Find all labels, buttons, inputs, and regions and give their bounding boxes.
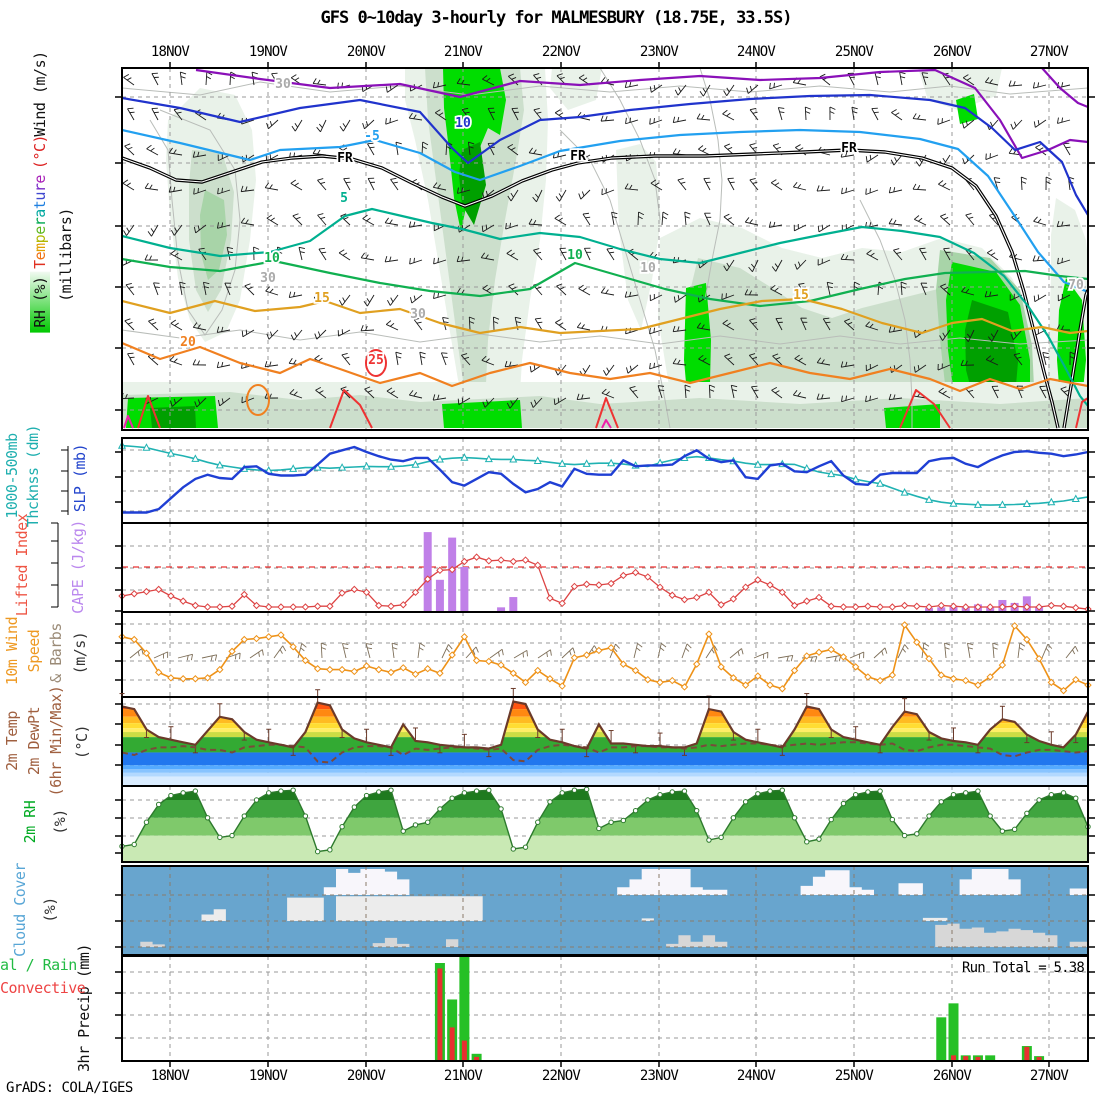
precip-legend-1: Convective — [0, 979, 86, 997]
precip-legend-0: al / Rain — [0, 956, 77, 974]
date-label-top: 19NOV — [248, 44, 288, 60]
date-label-top: 20NOV — [346, 44, 386, 60]
svg-text:FR: FR — [841, 141, 857, 156]
rainbow-letter: r — [31, 217, 49, 227]
date-label-top: 23NOV — [639, 44, 679, 60]
svg-text:30: 30 — [260, 271, 276, 286]
date-label-bottom: 18NOV — [150, 1068, 190, 1084]
rainbow-letter: e — [31, 175, 49, 184]
axis-title-3: RH (%) — [30, 271, 50, 333]
axis-title-9: CAPE (J/kg) — [69, 520, 87, 614]
axis-title-5: 1000-500mb — [3, 433, 21, 519]
axis-title-6: Thcknss (dm) — [24, 424, 42, 528]
svg-text:FR: FR — [337, 151, 353, 166]
rainbow-letter: p — [31, 234, 49, 244]
axis-title-4: (millibars) — [57, 208, 75, 302]
axis-title-20: Cloud Cover — [11, 863, 29, 957]
rainbow-letter: m — [31, 243, 49, 252]
svg-text:10: 10 — [640, 261, 656, 276]
date-label-bottom: 19NOV — [248, 1068, 288, 1084]
date-label-top: 25NOV — [834, 44, 874, 60]
date-label-bottom: 23NOV — [639, 1068, 679, 1084]
axis-title-0: Wind (m/s) — [31, 51, 49, 137]
svg-text:15: 15 — [314, 291, 330, 306]
svg-text:30: 30 — [275, 77, 291, 92]
axis-title-13: (m/s) — [71, 631, 89, 675]
svg-text:70: 70 — [1068, 278, 1084, 293]
rainbow-letter: a — [31, 209, 49, 218]
rainbow-letter: T — [31, 260, 49, 269]
axis-title-14: 2m Temp — [3, 711, 21, 771]
rainbow-letter: e — [31, 226, 49, 235]
svg-text:20: 20 — [180, 335, 196, 350]
date-label-bottom: 25NOV — [834, 1068, 874, 1084]
date-label-bottom: 20NOV — [346, 1068, 386, 1084]
axis-title-18: 2m RH — [21, 800, 39, 844]
svg-text:30: 30 — [410, 307, 426, 322]
date-label-top: 27NOV — [1029, 44, 1069, 60]
grads-credit: GrADS: COLA/IGES — [6, 1080, 133, 1096]
axis-title-16: (6hr Min/Max) — [47, 685, 65, 797]
date-label-top: 22NOV — [541, 44, 581, 60]
axis-title-1: (°C) — [31, 134, 49, 170]
svg-text:FR: FR — [570, 149, 586, 164]
svg-text:10: 10 — [567, 248, 583, 263]
rainbow-letter: t — [31, 200, 49, 210]
svg-text:-5: -5 — [364, 129, 380, 144]
axis-title-7: SLP (mb) — [71, 443, 89, 513]
date-label-bottom: 21NOV — [443, 1068, 483, 1084]
axis-title-10: 10m Wind — [3, 616, 21, 686]
chart-title: GFS 0~10day 3-hourly for MALMESBURY (18.… — [320, 8, 793, 28]
date-label-top: 18NOV — [150, 44, 190, 60]
axis-title-22: 3hr Precip (mm) — [75, 944, 93, 1072]
svg-text:5: 5 — [340, 191, 348, 206]
axis-title-19: (%) — [51, 809, 69, 835]
date-label-bottom: 27NOV — [1029, 1068, 1069, 1084]
svg-text:25: 25 — [368, 353, 384, 368]
date-label-bottom: 22NOV — [541, 1068, 581, 1084]
svg-text:10: 10 — [264, 251, 280, 266]
rainbow-letter: r — [31, 183, 49, 193]
rainbow-letter: u — [31, 192, 49, 201]
axis-title-2: Temperature — [31, 175, 49, 269]
svg-text:15: 15 — [793, 288, 809, 303]
axis-title-11: Speed — [25, 629, 43, 673]
axis-title-15: 2m DewPt — [25, 706, 43, 776]
date-label-top: 26NOV — [932, 44, 972, 60]
date-label-bottom: 24NOV — [736, 1068, 776, 1084]
date-label-bottom: 26NOV — [932, 1068, 972, 1084]
rainbow-letter: e — [31, 251, 49, 261]
axis-title-12: & Barbs — [47, 623, 65, 683]
date-label-top: 24NOV — [736, 44, 776, 60]
axis-title-8: Lifted Index — [13, 513, 31, 617]
axis-title-21: (%) — [41, 897, 59, 923]
svg-text:10: 10 — [455, 116, 471, 131]
run-total-label: Run Total = 5.38 — [961, 960, 1085, 976]
date-label-top: 21NOV — [443, 44, 483, 60]
axis-title-17: (°C) — [73, 724, 91, 760]
